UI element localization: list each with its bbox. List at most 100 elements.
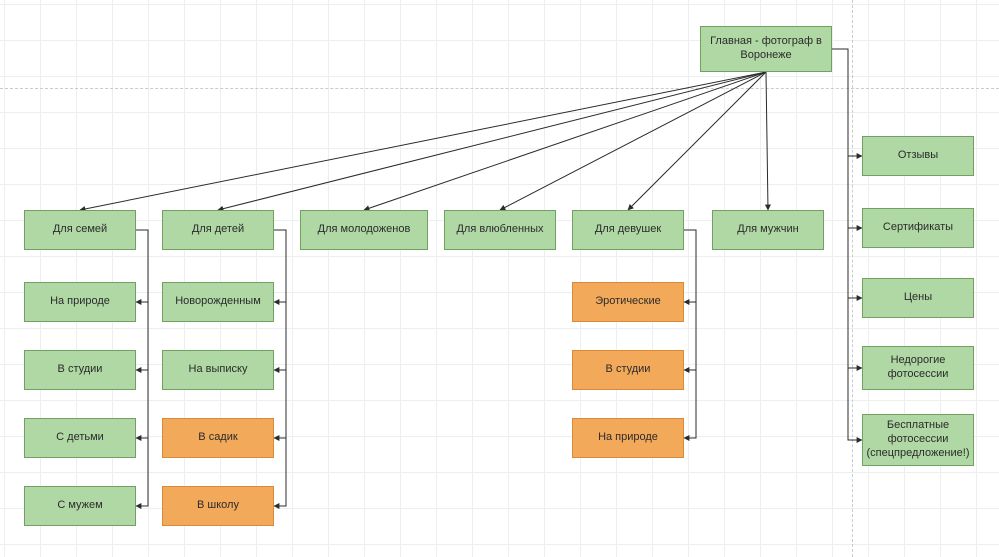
gridline-horizontal	[0, 400, 999, 401]
node-label: На выписку	[189, 363, 248, 377]
gridline-horizontal	[0, 364, 999, 365]
edge-root-family	[80, 72, 766, 210]
edge-family-fam_kids	[136, 230, 148, 438]
gridline-horizontal	[0, 544, 999, 545]
node-label: Новорожденным	[175, 295, 261, 309]
node-label: Отзывы	[898, 149, 938, 163]
gridline-horizontal	[0, 112, 999, 113]
node-label: С мужем	[57, 499, 102, 513]
gridline-vertical	[652, 0, 653, 557]
diagram-canvas: { "meta": { "type": "tree", "canvas_w": …	[0, 0, 999, 557]
node-ch_newborn[interactable]: Новорожденным	[162, 282, 274, 322]
gridline-vertical	[184, 0, 185, 557]
gridline-horizontal	[0, 436, 999, 437]
node-label: Эротические	[595, 295, 661, 309]
node-label: В студии	[58, 363, 103, 377]
edge-root-prices	[832, 49, 862, 298]
gridline-horizontal	[0, 76, 999, 77]
gridline-vertical	[364, 0, 365, 557]
node-label: Для молодоженов	[318, 223, 411, 237]
node-ch_school[interactable]: В школу	[162, 486, 274, 526]
node-family[interactable]: Для семей	[24, 210, 136, 250]
edge-family-fam_husband	[136, 230, 148, 506]
edge-root-children	[218, 72, 766, 210]
node-g_erotic[interactable]: Эротические	[572, 282, 684, 322]
edge-root-newlywed	[364, 72, 766, 210]
node-ch_discharge[interactable]: На выписку	[162, 350, 274, 390]
edge-children-ch_discharge	[274, 230, 286, 370]
edge-girls-g_nature	[684, 230, 696, 438]
node-girls[interactable]: Для девушек	[572, 210, 684, 250]
node-label: Цены	[904, 291, 932, 305]
gridline-horizontal	[0, 40, 999, 41]
node-label: Для влюбленных	[456, 223, 543, 237]
gridline-horizontal	[0, 148, 999, 149]
edge-root-free	[832, 49, 862, 440]
edge-root-men	[766, 72, 768, 210]
gridline-vertical	[148, 0, 149, 557]
node-label: Для мужчин	[737, 223, 798, 237]
gridline-horizontal	[0, 472, 999, 473]
gridline-vertical	[328, 0, 329, 557]
gridline-vertical	[220, 0, 221, 557]
gridline-vertical	[400, 0, 401, 557]
edge-root-girls	[628, 72, 766, 210]
node-label: Для девушек	[595, 223, 661, 237]
node-certs[interactable]: Сертификаты	[862, 208, 974, 248]
node-label: Главная - фотограф в Воронеже	[707, 35, 825, 63]
node-label: На природе	[50, 295, 110, 309]
node-label: Сертификаты	[883, 221, 953, 235]
gridline-vertical	[508, 0, 509, 557]
gridline-vertical	[4, 0, 5, 557]
node-label: В садик	[198, 431, 237, 445]
gridline-vertical	[472, 0, 473, 557]
gridline-vertical	[40, 0, 41, 557]
node-fam_nature[interactable]: На природе	[24, 282, 136, 322]
node-root[interactable]: Главная - фотограф в Воронеже	[700, 26, 832, 72]
node-label: В школу	[197, 499, 239, 513]
gridline-vertical	[112, 0, 113, 557]
edge-root-inlove	[500, 72, 766, 210]
node-free[interactable]: Бесплатные фотосессии (спецпредложение!)	[862, 414, 974, 466]
gridline-vertical	[760, 0, 761, 557]
node-g_nature[interactable]: На природе	[572, 418, 684, 458]
gridline-vertical	[796, 0, 797, 557]
gridline-vertical	[580, 0, 581, 557]
node-fam_husband[interactable]: С мужем	[24, 486, 136, 526]
node-ch_kinder[interactable]: В садик	[162, 418, 274, 458]
gridline-vertical	[832, 0, 833, 557]
edge-family-fam_studio	[136, 230, 148, 370]
gridline-vertical	[976, 0, 977, 557]
gridline-vertical	[688, 0, 689, 557]
node-label: В студии	[606, 363, 651, 377]
node-fam_studio[interactable]: В студии	[24, 350, 136, 390]
guide-horizontal	[0, 88, 999, 89]
gridline-vertical	[292, 0, 293, 557]
node-men[interactable]: Для мужчин	[712, 210, 824, 250]
node-label: Недорогие фотосессии	[869, 354, 967, 382]
gridline-horizontal	[0, 256, 999, 257]
node-prices[interactable]: Цены	[862, 278, 974, 318]
node-g_studio[interactable]: В студии	[572, 350, 684, 390]
gridline-horizontal	[0, 4, 999, 5]
gridline-vertical	[724, 0, 725, 557]
node-cheap[interactable]: Недорогие фотосессии	[862, 346, 974, 390]
node-fam_kids[interactable]: С детьми	[24, 418, 136, 458]
gridline-vertical	[616, 0, 617, 557]
node-label: Для детей	[192, 223, 244, 237]
gridline-horizontal	[0, 328, 999, 329]
node-newlywed[interactable]: Для молодоженов	[300, 210, 428, 250]
gridline-horizontal	[0, 508, 999, 509]
edge-root-reviews	[832, 49, 862, 156]
node-children[interactable]: Для детей	[162, 210, 274, 250]
gridline-horizontal	[0, 292, 999, 293]
node-inlove[interactable]: Для влюбленных	[444, 210, 556, 250]
gridline-vertical	[76, 0, 77, 557]
node-label: На природе	[598, 431, 658, 445]
node-label: Для семей	[53, 223, 107, 237]
guide-vertical	[852, 0, 853, 557]
gridline-vertical	[436, 0, 437, 557]
node-label: С детьми	[56, 431, 104, 445]
node-reviews[interactable]: Отзывы	[862, 136, 974, 176]
node-label: Бесплатные фотосессии (спецпредложение!)	[867, 419, 970, 460]
